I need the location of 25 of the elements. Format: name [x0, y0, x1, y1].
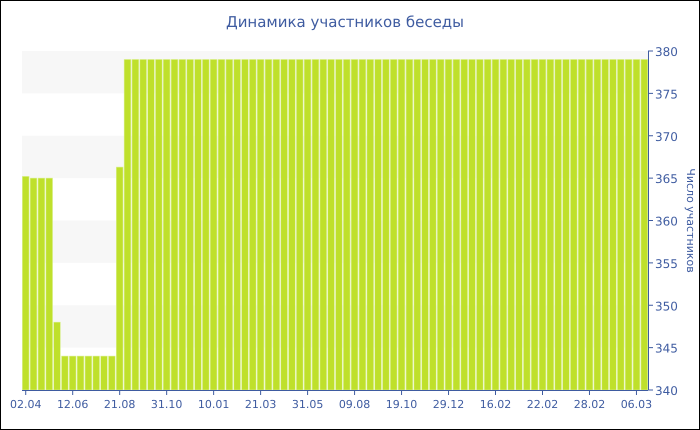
x-tick-label: 29.12 — [432, 398, 464, 411]
x-tick-label: 19.10 — [386, 398, 418, 411]
x-tick-label: 12.06 — [56, 398, 88, 411]
x-tick-label: 09.08 — [338, 398, 370, 411]
y-axis-title: Число участников — [684, 168, 697, 273]
x-tick-label: 31.10 — [150, 398, 182, 411]
y-tick-label: 350 — [655, 299, 678, 314]
x-tick-label: 10.01 — [198, 398, 230, 411]
x-tick-label: 31.05 — [292, 398, 324, 411]
x-tick-label: 22.02 — [526, 398, 558, 411]
y-tick-label: 380 — [655, 45, 678, 59]
y-tick-label: 370 — [655, 130, 678, 144]
x-tick-label: 21.08 — [104, 398, 136, 411]
y-tick-label: 355 — [655, 256, 678, 271]
y-tick-label: 360 — [655, 214, 678, 228]
y-tick-label: 375 — [655, 87, 678, 102]
y-tick-label: 345 — [655, 342, 678, 356]
chart-title: Динамика участников беседы — [226, 13, 464, 31]
y-tick-label: 340 — [655, 384, 678, 398]
x-tick-label: 02.04 — [10, 398, 42, 411]
x-tick-label: 28.02 — [574, 398, 606, 411]
y-tick-label: 365 — [655, 172, 678, 186]
x-tick-label: 06.03 — [620, 398, 652, 411]
x-tick-label: 16.02 — [480, 398, 512, 411]
x-tick-label: 21.03 — [244, 398, 276, 411]
